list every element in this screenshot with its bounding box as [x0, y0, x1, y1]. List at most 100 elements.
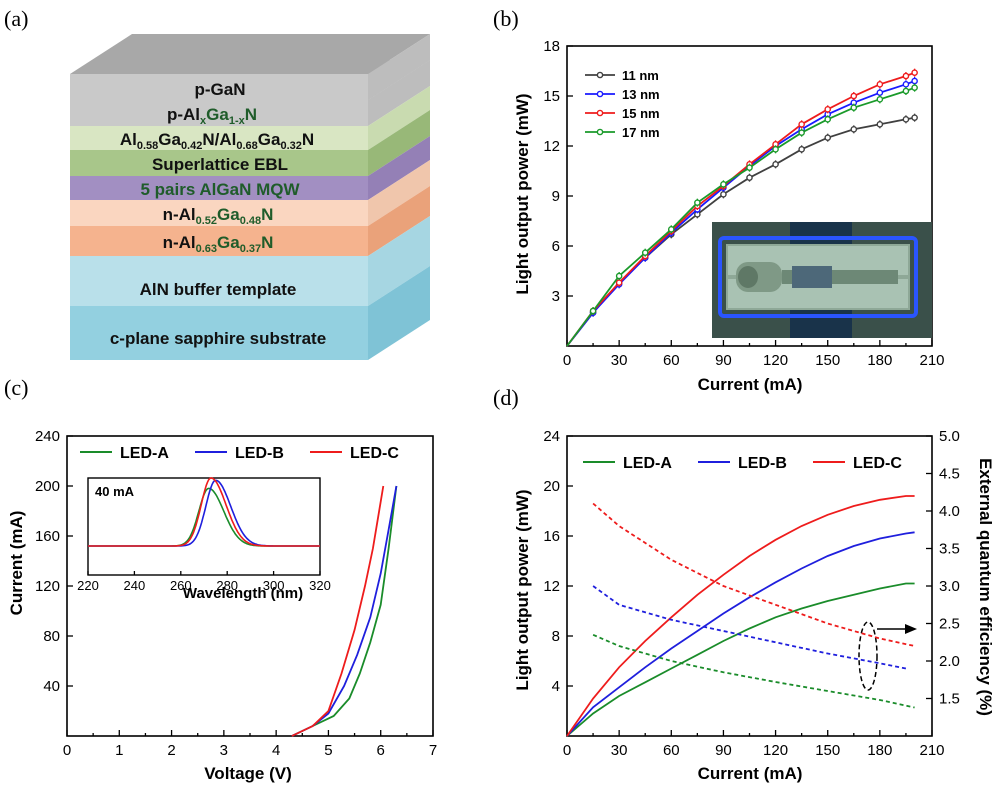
chart-b-point: [824, 106, 832, 113]
label-n-algan-63: n-Al0.63Ga0.37N: [163, 233, 274, 255]
n1-n: N: [261, 205, 273, 224]
chart-b-point: [772, 161, 779, 168]
chart-d-xtick-label: 210: [919, 742, 944, 759]
chart-c-xtick-label: 0: [63, 742, 71, 759]
chart-b-point: [850, 104, 858, 111]
chart-b-legend-label: 17 nm: [622, 125, 660, 140]
label-sapphire: c-plane sapphire substrate: [110, 329, 326, 348]
chart-c-ytick-label: 120: [35, 578, 60, 595]
chart-b-ytick-label: 15: [543, 88, 560, 105]
chart-c-legend-label: LED-C: [350, 445, 399, 462]
chart-c-xlabel: Voltage (V): [204, 764, 292, 783]
chart-d-y2label: External quantum efficiency (%): [976, 458, 995, 716]
chart-d-xtick-label: 120: [763, 742, 788, 759]
chart-d-ytick-label: 16: [543, 528, 560, 545]
layer-front-sapphire: [70, 306, 368, 360]
chart-d-ytick-label: 24: [543, 428, 560, 445]
chart-b-legend-marker: [596, 71, 604, 79]
chart-d-eqe-line: [592, 502, 915, 647]
chart-b-point: [876, 121, 884, 128]
ebl-ga2: Ga: [258, 130, 281, 149]
inset-spectrum-line: [88, 477, 320, 547]
chart-d-y2tick-label: 1.5: [939, 691, 960, 708]
layer-labels: p-GaN p-AlxGa1-xN Al0.58Ga0.42N/Al0.68Ga…: [110, 80, 326, 348]
chart-c-ytick-label: 160: [35, 528, 60, 545]
chart-b-legend-marker: [596, 128, 604, 136]
ebl-s1: 0.58: [137, 140, 158, 152]
chart-c-xtick-label: 7: [429, 742, 437, 759]
inset-xlabel: Wavelength (nm): [183, 585, 303, 602]
chart-b-ytick-label: 9: [552, 188, 560, 205]
chart-b-point: [911, 114, 918, 121]
layer-side-p-gan-top: [368, 34, 430, 100]
chart-b-point: [911, 77, 918, 85]
chart-b-ytick-label: 18: [543, 38, 560, 55]
panel-label-c: (c): [4, 375, 28, 400]
chart-d-ytick-label: 20: [543, 478, 560, 495]
chart-d-eqe-line: [592, 585, 907, 670]
n1-s1: 0.52: [196, 215, 217, 227]
chart-d-y2tick-label: 3.5: [939, 541, 960, 558]
chart-b-point: [911, 69, 918, 76]
chart-c-ytick-label: 40: [43, 678, 60, 695]
chart-d-legend-label: LED-A: [623, 455, 672, 472]
chart-b-xlabel: Current (mA): [698, 375, 803, 394]
chart-d-xtick-label: 150: [815, 742, 840, 759]
ebl-s2: 0.42: [181, 140, 202, 152]
chart-b-legend-label: 11 nm: [622, 68, 659, 83]
layer-side-MQW: [368, 136, 430, 200]
chart-d-y2tick-label: 5.0: [939, 428, 960, 445]
chart-b-point: [720, 191, 727, 198]
chart-d: Current (mA) Light output power (mW) Ext…: [513, 428, 995, 783]
chart-b-point: [641, 249, 649, 256]
chart-b-point: [667, 226, 675, 233]
layer-top-face-upper: [70, 34, 430, 74]
ebl-n: N: [302, 130, 314, 149]
chart-b: Current (mA) Light output power (mW) 0 30…: [513, 38, 945, 394]
chart-b-legend-label: 15 nm: [622, 106, 660, 121]
layer-front-n-AlGaN-63: [70, 226, 368, 256]
panel-label-d: (d): [493, 385, 519, 410]
panel-label-a: (a): [4, 6, 28, 31]
layer-front-p-GaN: [70, 100, 368, 126]
chart-b-point: [772, 146, 779, 153]
device-photo: [712, 222, 932, 338]
layer-side-AlN: [368, 216, 430, 306]
chart-d-frame: [566, 435, 933, 737]
chart-c-xtick-label: 3: [220, 742, 228, 759]
chart-b-ytick-label: 6: [552, 238, 560, 255]
n2-s1: 0.63: [196, 243, 217, 255]
label-ebl-composition: Al0.58Ga0.42N/Al0.68Ga0.32N: [120, 130, 314, 152]
chart-d-legend-label: LED-B: [738, 455, 787, 472]
chart-d-xtick-label: 90: [715, 742, 732, 759]
layer-side-n-AlGaN-52: [368, 160, 430, 226]
ebl-mid: N/Al: [202, 130, 236, 149]
inset-xtick-label: 280: [216, 578, 238, 593]
eqe-indicator-arrowhead: [905, 624, 917, 634]
chart-c-ytick-label: 80: [43, 628, 60, 645]
chart-b-point: [902, 72, 910, 80]
chart-b-ytick-label: 3: [552, 288, 560, 305]
inset-xtick-label: 300: [263, 578, 285, 593]
n2-n: N: [261, 233, 273, 252]
layer-side-n-AlGaN-63: [368, 186, 430, 256]
chart-b-xtick-label: 30: [611, 352, 628, 369]
chart-d-xtick-label: 60: [663, 742, 680, 759]
label-ebl: Superlattice EBL: [152, 155, 288, 174]
layer-front-EBL: [70, 150, 368, 176]
chart-c-ytick-label: 240: [35, 428, 60, 445]
label-p-algan-n: N: [245, 105, 257, 124]
chart-d-ytick-label: 4: [552, 678, 560, 695]
chart-c-xtick-label: 2: [167, 742, 175, 759]
chart-b-point: [798, 146, 805, 153]
inset-xtick-label: 320: [309, 578, 331, 593]
label-n-algan-52: n-Al0.52Ga0.48N: [163, 205, 274, 227]
inset-label: 40 mA: [95, 484, 135, 499]
chart-d-eqe-line: [592, 633, 915, 709]
chart-c-ylabel: Current (mA): [7, 511, 26, 616]
chart-b-xtick-label: 210: [919, 352, 944, 369]
chart-d-y2tick-label: 2.0: [939, 653, 960, 670]
chart-c-xtick-label: 4: [272, 742, 280, 759]
chart-b-point: [798, 129, 805, 136]
